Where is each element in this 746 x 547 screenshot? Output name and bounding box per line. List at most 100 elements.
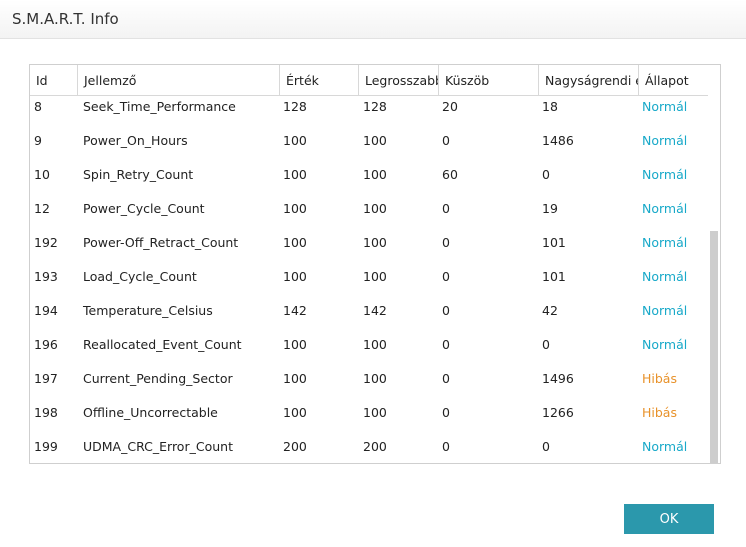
col-header-id[interactable]: Id (36, 73, 48, 88)
cell-attribute: UDMA_CRC_Error_Count (83, 439, 233, 454)
table-row[interactable]: 197 Current_Pending_Sector 100 100 0 1496 Hibá… (30, 367, 708, 401)
cell-id: 193 (34, 269, 58, 284)
table-row[interactable]: 193 Load_Cycle_Count 100 100 0 101 Normál (30, 265, 708, 299)
cell-attribute: Offline_Uncorrectable (83, 405, 218, 420)
cell-threshold: 0 (442, 133, 450, 148)
table-row[interactable]: 194 Temperature_Celsius 142 142 0 42 Normál (30, 299, 708, 333)
smart-table: Id Jellemző Érték Legrosszabb Küszöb Nag… (29, 64, 721, 464)
cell-status: Hibás (642, 371, 677, 386)
cell-attribute: Spin_Retry_Count (83, 167, 194, 182)
table-row[interactable]: 10 Spin_Retry_Count 100 100 60 0 Normál (30, 163, 708, 197)
col-header-raw[interactable]: Nagyságrendi é (538, 65, 638, 95)
cell-raw: 0 (542, 167, 550, 182)
cell-threshold: 0 (442, 201, 450, 216)
cell-worst: 100 (363, 269, 387, 284)
cell-worst: 142 (363, 303, 387, 318)
cell-worst: 100 (363, 167, 387, 182)
cell-raw: 19 (542, 201, 558, 216)
cell-worst: 100 (363, 133, 387, 148)
col-header-threshold[interactable]: Küszöb (438, 65, 538, 95)
cell-raw: 101 (542, 235, 566, 250)
ok-button[interactable]: OK (624, 504, 714, 534)
cell-raw: 0 (542, 337, 550, 352)
cell-value: 100 (283, 235, 307, 250)
cell-value: 100 (283, 405, 307, 420)
cell-worst: 100 (363, 201, 387, 216)
cell-raw: 1496 (542, 371, 574, 386)
cell-status: Normál (642, 337, 688, 352)
cell-id: 199 (34, 439, 58, 454)
cell-threshold: 0 (442, 337, 450, 352)
cell-value: 100 (283, 201, 307, 216)
cell-raw: 101 (542, 269, 566, 284)
cell-value: 100 (283, 269, 307, 284)
cell-threshold: 20 (442, 99, 458, 114)
cell-id: 192 (34, 235, 58, 250)
cell-id: 194 (34, 303, 58, 318)
col-header-attribute[interactable]: Jellemző (77, 65, 279, 95)
cell-attribute: Seek_Time_Performance (83, 99, 236, 114)
cell-value: 128 (283, 99, 307, 114)
cell-status: Normál (642, 133, 688, 148)
cell-attribute: Reallocated_Event_Count (83, 337, 242, 352)
cell-attribute: Temperature_Celsius (83, 303, 213, 318)
cell-id: 197 (34, 371, 58, 386)
cell-id: 10 (34, 167, 50, 182)
cell-threshold: 60 (442, 167, 458, 182)
cell-threshold: 0 (442, 235, 450, 250)
col-header-status[interactable]: Állapot (638, 65, 720, 95)
cell-raw: 18 (542, 99, 558, 114)
cell-status: Hibás (642, 405, 677, 420)
cell-status: Normál (642, 201, 688, 216)
cell-id: 198 (34, 405, 58, 420)
cell-worst: 128 (363, 99, 387, 114)
cell-threshold: 0 (442, 371, 450, 386)
cell-worst: 200 (363, 439, 387, 454)
cell-status: Normál (642, 439, 688, 454)
cell-attribute: Power_Cycle_Count (83, 201, 205, 216)
table-row[interactable]: 192 Power-Off_Retract_Count 100 100 0 101 Norm… (30, 231, 708, 265)
cell-value: 200 (283, 439, 307, 454)
cell-threshold: 0 (442, 303, 450, 318)
cell-attribute: Current_Pending_Sector (83, 371, 233, 386)
cell-status: Normál (642, 167, 688, 182)
col-header-value[interactable]: Érték (279, 65, 358, 95)
col-header-worst[interactable]: Legrosszabb (358, 65, 438, 95)
cell-worst: 100 (363, 371, 387, 386)
cell-status: Normál (642, 235, 688, 250)
cell-raw: 1486 (542, 133, 574, 148)
cell-threshold: 0 (442, 405, 450, 420)
cell-value: 100 (283, 371, 307, 386)
cell-worst: 100 (363, 235, 387, 250)
cell-raw: 1266 (542, 405, 574, 420)
cell-value: 100 (283, 167, 307, 182)
cell-status: Normál (642, 303, 688, 318)
table-header: Id Jellemző Érték Legrosszabb Küszöb Nag… (30, 65, 720, 96)
cell-threshold: 0 (442, 439, 450, 454)
cell-raw: 42 (542, 303, 558, 318)
cell-status: Normál (642, 99, 688, 114)
table-row[interactable]: 8 Seek_Time_Performance 128 128 20 18 Normál (30, 95, 708, 129)
cell-value: 100 (283, 133, 307, 148)
cell-id: 196 (34, 337, 58, 352)
cell-worst: 100 (363, 405, 387, 420)
cell-id: 9 (34, 133, 42, 148)
table-row[interactable]: 198 Offline_Uncorrectable 100 100 0 1266 Hibás (30, 401, 708, 435)
window-title: S.M.A.R.T. Info (12, 10, 119, 28)
cell-attribute: Power-Off_Retract_Count (83, 235, 239, 250)
cell-raw: 0 (542, 439, 550, 454)
cell-value: 100 (283, 337, 307, 352)
title-bar: S.M.A.R.T. Info (0, 0, 746, 39)
cell-id: 8 (34, 99, 42, 114)
cell-value: 142 (283, 303, 307, 318)
table-row[interactable]: 9 Power_On_Hours 100 100 0 1486 Normál (30, 129, 708, 163)
table-body: 8 Seek_Time_Performance 128 128 20 18 Normál 9 P… (30, 95, 708, 463)
cell-attribute: Load_Cycle_Count (83, 269, 197, 284)
table-row[interactable]: 199 UDMA_CRC_Error_Count 200 200 0 0 Normál (30, 435, 708, 463)
table-row[interactable]: 196 Reallocated_Event_Count 100 100 0 0 Normál (30, 333, 708, 367)
cell-status: Normál (642, 269, 688, 284)
table-row[interactable]: 12 Power_Cycle_Count 100 100 0 19 Normál (30, 197, 708, 231)
scrollbar-thumb[interactable] (710, 231, 718, 463)
vertical-scrollbar[interactable] (708, 95, 720, 463)
cell-attribute: Power_On_Hours (83, 133, 188, 148)
